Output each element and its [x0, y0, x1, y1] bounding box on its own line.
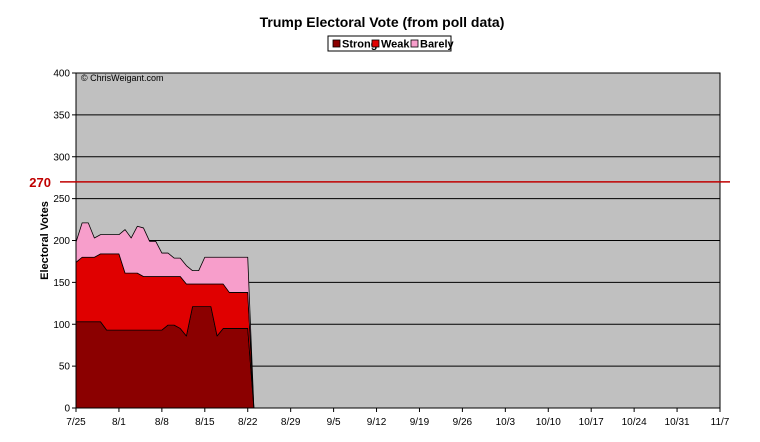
- y-tick-label: 250: [53, 194, 70, 205]
- x-tick-label: 11/7: [711, 417, 730, 428]
- legend-label-weak: Weak: [381, 39, 410, 51]
- x-tick-label: 10/10: [536, 417, 561, 428]
- x-tick-label: 10/24: [622, 417, 647, 428]
- legend-swatch-barely: [410, 39, 419, 48]
- x-tick-label: 7/25: [66, 417, 86, 428]
- legend-label-barely: Barely: [420, 39, 455, 51]
- legend-box: [327, 35, 452, 52]
- x-tick-label: 10/31: [665, 417, 690, 428]
- y-tick-label: 100: [53, 320, 70, 331]
- y-tick-label: 200: [53, 236, 70, 247]
- y-axis: 0 50 100 150 200 250 300 350 400: [53, 69, 77, 415]
- y-axis-label: Electoral Votes: [39, 201, 51, 280]
- x-tick-label: 9/5: [327, 417, 341, 428]
- x-tick-label: 8/15: [195, 417, 215, 428]
- legend: Strong Weak Barely: [327, 35, 455, 52]
- area-barely: [75, 222, 255, 409]
- x-tick-label: 8/29: [281, 417, 301, 428]
- x-tick-label: 10/3: [496, 417, 516, 428]
- y-tick-label: 0: [64, 404, 70, 415]
- y-tick-label: 150: [53, 278, 70, 289]
- y-tick-label: 400: [53, 69, 70, 80]
- legend-label-strong: Strong: [342, 39, 377, 51]
- x-tick-label: 9/12: [367, 417, 387, 428]
- reference-line-label: 270: [29, 175, 51, 190]
- chart-title: Trump Electoral Vote (from poll data): [260, 14, 505, 30]
- x-tick-label: 8/1: [112, 417, 126, 428]
- chart-credit: © ChrisWeigant.com: [81, 73, 164, 83]
- x-tick-label: 8/8: [155, 417, 169, 428]
- y-tick-label: 50: [59, 362, 71, 373]
- x-tick-label: 10/17: [579, 417, 604, 428]
- legend-swatch-weak: [371, 39, 380, 48]
- legend-swatch-strong: [332, 39, 341, 48]
- y-tick-label: 350: [53, 110, 70, 121]
- y-tick-label: 300: [53, 152, 70, 163]
- x-axis: 7/25 8/1 8/8 8/15 8/22 8/29 9/5 9/12 9/19 9/26 10/…: [66, 407, 730, 428]
- stacked-areas: [75, 222, 255, 409]
- x-tick-label: 9/19: [410, 417, 430, 428]
- x-tick-label: 9/26: [453, 417, 473, 428]
- x-tick-label: 8/22: [238, 417, 258, 428]
